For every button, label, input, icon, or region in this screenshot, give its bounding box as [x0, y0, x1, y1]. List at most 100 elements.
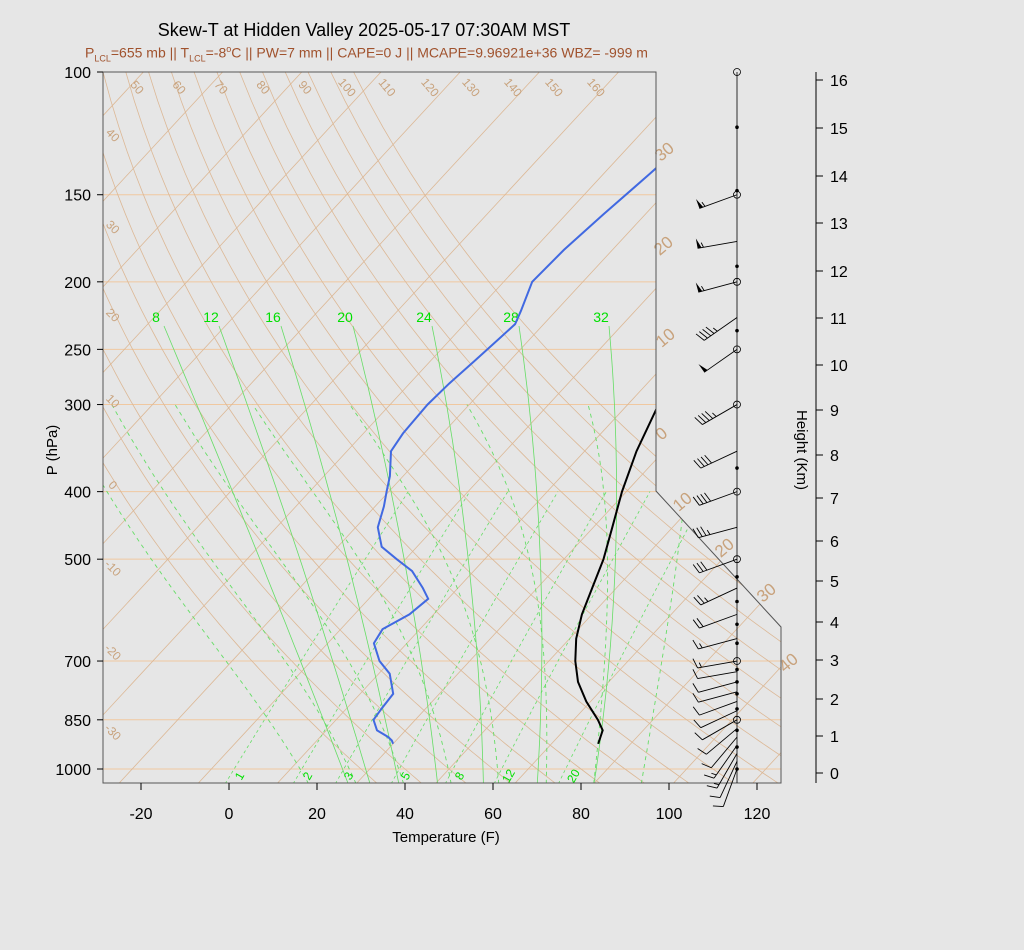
- wind-barb-shaft: [699, 701, 738, 716]
- temperature-series: [574, 72, 781, 745]
- wind-barb-shaft: [700, 587, 738, 606]
- wind-barb-full: [693, 460, 702, 469]
- height-marker-open: [733, 657, 741, 665]
- mixing-ratio-top-label: 16: [265, 309, 281, 325]
- height-tick-label: 1: [830, 729, 839, 746]
- y-tick-label: 500: [64, 552, 91, 569]
- height-tick-label: 16: [830, 73, 848, 90]
- wind-barb: [704, 745, 738, 779]
- mixing-ratio-curve: [163, 325, 349, 783]
- wind-barb-shaft: [697, 660, 738, 669]
- wind-barb-full: [700, 526, 707, 536]
- moist-adiabat-line: [174, 404, 405, 783]
- wind-barb: [692, 669, 738, 680]
- wind-barb-shaft: [719, 761, 738, 798]
- wind-barb-full: [709, 795, 721, 799]
- height-marker-open: [733, 487, 741, 496]
- wind-barb-shaft: [699, 491, 738, 506]
- height-marker-open: [733, 555, 741, 564]
- wind-barb: [695, 281, 738, 293]
- wind-barb-full: [694, 417, 703, 425]
- y-axis-title: P (hPa): [44, 425, 61, 476]
- wind-barb: [692, 558, 738, 574]
- plcl-value: =655 mb ||: [110, 44, 181, 61]
- wind-barb-shaft: [700, 450, 738, 469]
- wind-barb-shaft: [699, 558, 738, 574]
- wind-barb-full: [700, 456, 709, 466]
- mixing-ratio-top-label: 8: [152, 309, 160, 325]
- wind-barb-half: [711, 772, 717, 776]
- wind-barb-full: [695, 333, 705, 341]
- y-tick-label: 300: [64, 398, 91, 415]
- mixing-ratio-bottom-label: 12: [499, 766, 518, 785]
- mixing-ratio-curve: [431, 325, 484, 783]
- wind-barb-half: [701, 201, 706, 207]
- dewpoint-series: [372, 72, 781, 745]
- mixing-ratio-line: [334, 491, 509, 783]
- wind-barb-shaft: [698, 526, 738, 539]
- height-tick-label: 8: [830, 448, 839, 465]
- dry-adiabat-line: [171, 72, 780, 783]
- wind-barb-full: [692, 669, 699, 679]
- x-tick-label: 40: [396, 806, 414, 823]
- y-tick-label: 1000: [55, 762, 91, 779]
- x-axis-title: Temperature (F): [392, 829, 500, 846]
- moist-adiabat-line: [103, 404, 309, 783]
- y-tick-label: 100: [64, 65, 91, 82]
- height-marker-dot: [735, 575, 739, 579]
- wind-barb-flag: [695, 282, 703, 293]
- wind-barb-full: [697, 458, 705, 467]
- wind-barb: [692, 701, 738, 716]
- wind-barb: [709, 761, 738, 799]
- wind-barb: [712, 768, 738, 808]
- wind-barb-half: [698, 662, 702, 668]
- wind-barb: [706, 753, 738, 789]
- wind-barb-shaft: [698, 691, 738, 703]
- height-marker-dot: [735, 599, 739, 604]
- dry-adiabat-line: [103, 72, 423, 783]
- wind-barb-full: [704, 411, 714, 419]
- wind-barb-shaft: [699, 194, 738, 209]
- isotherm-line: [103, 72, 554, 783]
- wind-barb: [701, 736, 738, 769]
- wind-barb-shaft: [713, 745, 738, 779]
- height-tick-label: 3: [830, 653, 839, 670]
- wind-barb-shaft: [698, 638, 738, 650]
- mixing-ratio-bottom-label: 20: [564, 766, 583, 785]
- height-tick-label: 12: [830, 264, 848, 281]
- wind-barb: [692, 491, 738, 506]
- x-tick-label: 60: [484, 806, 502, 823]
- wind-barb-half: [712, 412, 717, 417]
- mixing-ratio-line: [558, 491, 708, 783]
- wind-barb-shaft: [699, 613, 738, 629]
- frame-layer: [102, 71, 782, 784]
- wind-barb-full: [692, 619, 700, 629]
- wind-barb: [694, 404, 738, 425]
- wind-layer: [692, 68, 741, 808]
- x-tick-label: 100: [656, 806, 683, 823]
- y-tick-label: 400: [64, 485, 91, 502]
- height-tick-label: 7: [830, 491, 839, 508]
- wind-barb-full: [692, 683, 699, 693]
- wind-barb-flag: [695, 238, 702, 249]
- mixing-ratio-curve: [218, 325, 371, 783]
- degree-symbol: o: [226, 44, 232, 54]
- wind-barb-shaft: [710, 736, 738, 769]
- x-tick-label: -20: [129, 806, 152, 823]
- tlcl-subscript: LCL: [189, 53, 206, 64]
- isotherm-line: [103, 72, 634, 783]
- wind-barb-full: [697, 415, 707, 423]
- wind-barb-shaft: [703, 348, 738, 373]
- mixing-ratio-line: [493, 491, 651, 783]
- wind-barb-full: [700, 493, 708, 503]
- height-tick-label: 6: [830, 534, 839, 551]
- mixing-ratio-top-label: 32: [593, 309, 609, 325]
- wind-barb-full: [692, 528, 699, 538]
- y-tick-label: 150: [64, 188, 91, 205]
- isotherm-line: [103, 72, 396, 783]
- wind-barb-shaft: [698, 681, 738, 693]
- wind-barb-full: [696, 562, 704, 572]
- wind-barb-full: [700, 561, 708, 571]
- wind-barb-shaft: [697, 240, 738, 249]
- moist-adiabat-line: [111, 404, 357, 783]
